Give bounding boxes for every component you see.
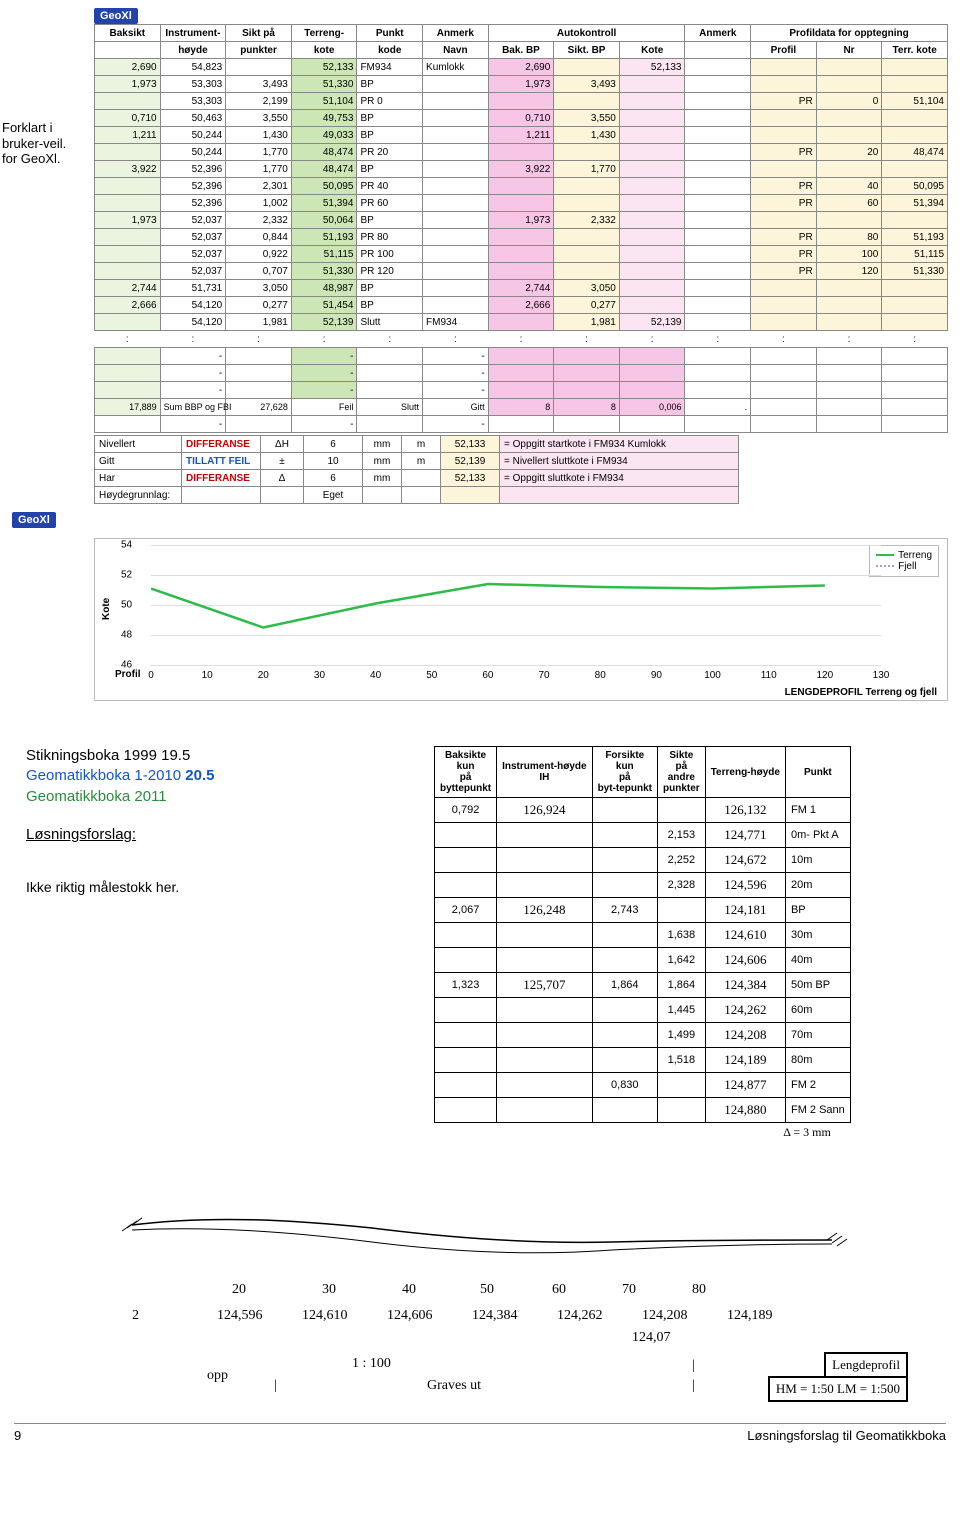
delta-note: Δ = 3 mm [434, 1125, 851, 1140]
hand-table: BaksiktekunpåbyttepunktInstrument-høydeI… [434, 746, 851, 1123]
footer-title: Løsningsforslag til Geomatikkboka [747, 1428, 946, 1443]
scale-note: Ikke riktig målestokk her. [26, 879, 406, 897]
ref-line-2b: 20.5 [185, 767, 214, 784]
brand-badge: GeoXl [94, 8, 138, 24]
ref-line-3: Geomatikkboka 2011 [26, 787, 406, 807]
ref-line-2a: Geomatikkboka 1-2010 [26, 767, 185, 784]
ref-line-1: Stikningsboka 1999 19.5 [26, 746, 406, 766]
profile-chart: Kote TerrengFjell 4648505254010203040506… [94, 538, 948, 701]
chart-ylabel: Kote [101, 597, 112, 619]
sidenote: Forklart i bruker-veil. for GeoXl. [2, 120, 72, 167]
solution-heading: Løsningsforslag: [26, 825, 406, 845]
survey-table: BaksiktInstrument-Sikt påTerreng-PunktAn… [94, 24, 948, 433]
page-number: 9 [14, 1428, 21, 1443]
brand-badge-2: GeoXl [12, 512, 56, 528]
summary-table: NivellertDIFFERANSEΔH6mmm52,133= Oppgitt… [94, 435, 739, 504]
chart-caption: LENGDEPROFIL Terreng og fjell [785, 687, 937, 698]
sketch: 203040506070802124,596124,610124,606124,… [12, 1170, 948, 1400]
